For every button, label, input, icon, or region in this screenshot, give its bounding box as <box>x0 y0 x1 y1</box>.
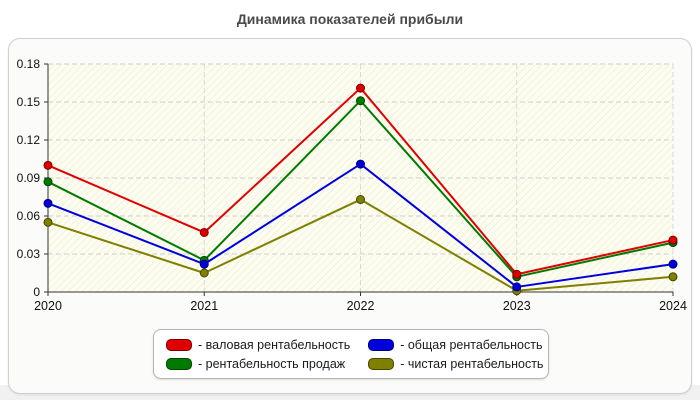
y-tick-label: 0.03 <box>17 247 41 261</box>
legend-label: - рентабельность продаж <box>198 356 346 371</box>
data-point <box>512 282 522 292</box>
line-chart: 0 0.03 0.06 0.09 0.12 0.15 0.18 2020 2021 2022 202… <box>17 57 687 313</box>
data-point <box>43 198 53 208</box>
legend-swatch-blue <box>368 338 395 351</box>
chart-title: Динамика показателей прибыли <box>236 11 464 27</box>
legend-item: - чистая рентабельность <box>368 354 543 373</box>
data-point <box>356 195 365 205</box>
y-tick-label: 0 <box>33 285 40 299</box>
data-point <box>356 159 365 169</box>
data-point <box>356 96 365 106</box>
data-point <box>43 177 53 187</box>
data-point <box>668 259 678 269</box>
y-tick-label: 0.12 <box>17 133 41 147</box>
x-tick-label: 2024 <box>659 299 687 313</box>
legend-item: - рентабельность продаж <box>166 354 350 373</box>
data-point <box>668 272 678 282</box>
legend-label: - чистая рентабельность <box>400 356 544 371</box>
x-tick-label: 2023 <box>503 299 531 313</box>
legend-item: - валовая рентабельность <box>166 335 350 354</box>
chart-legend: - валовая рентабельность - рентабельност… <box>153 329 549 379</box>
legend-swatch-red <box>166 338 192 351</box>
x-tick-label: 2022 <box>347 299 375 313</box>
x-tick-label: 2021 <box>190 299 218 313</box>
y-tick-label: 0.09 <box>17 171 41 185</box>
legend-item: - общая рентабельность <box>368 335 543 354</box>
data-point <box>199 268 209 278</box>
y-tick-label: 0.06 <box>17 209 41 223</box>
chart-panel: 0 0.03 0.06 0.09 0.12 0.15 0.18 2020 2021 2022 202… <box>8 38 692 394</box>
y-tick-label: 0.18 <box>17 57 41 71</box>
y-tick-label: 0.15 <box>17 95 41 109</box>
data-point <box>199 259 209 269</box>
legend-label: - общая рентабельность <box>400 337 543 352</box>
legend-label: - валовая рентабельность <box>198 337 351 352</box>
data-point <box>512 269 522 279</box>
data-point <box>668 235 678 245</box>
data-point <box>43 217 53 227</box>
x-tick-label: 2020 <box>34 299 62 313</box>
data-point <box>356 83 365 93</box>
data-point <box>199 227 209 237</box>
legend-swatch-olive <box>368 357 395 370</box>
data-point <box>43 160 53 170</box>
legend-swatch-green <box>166 357 192 370</box>
